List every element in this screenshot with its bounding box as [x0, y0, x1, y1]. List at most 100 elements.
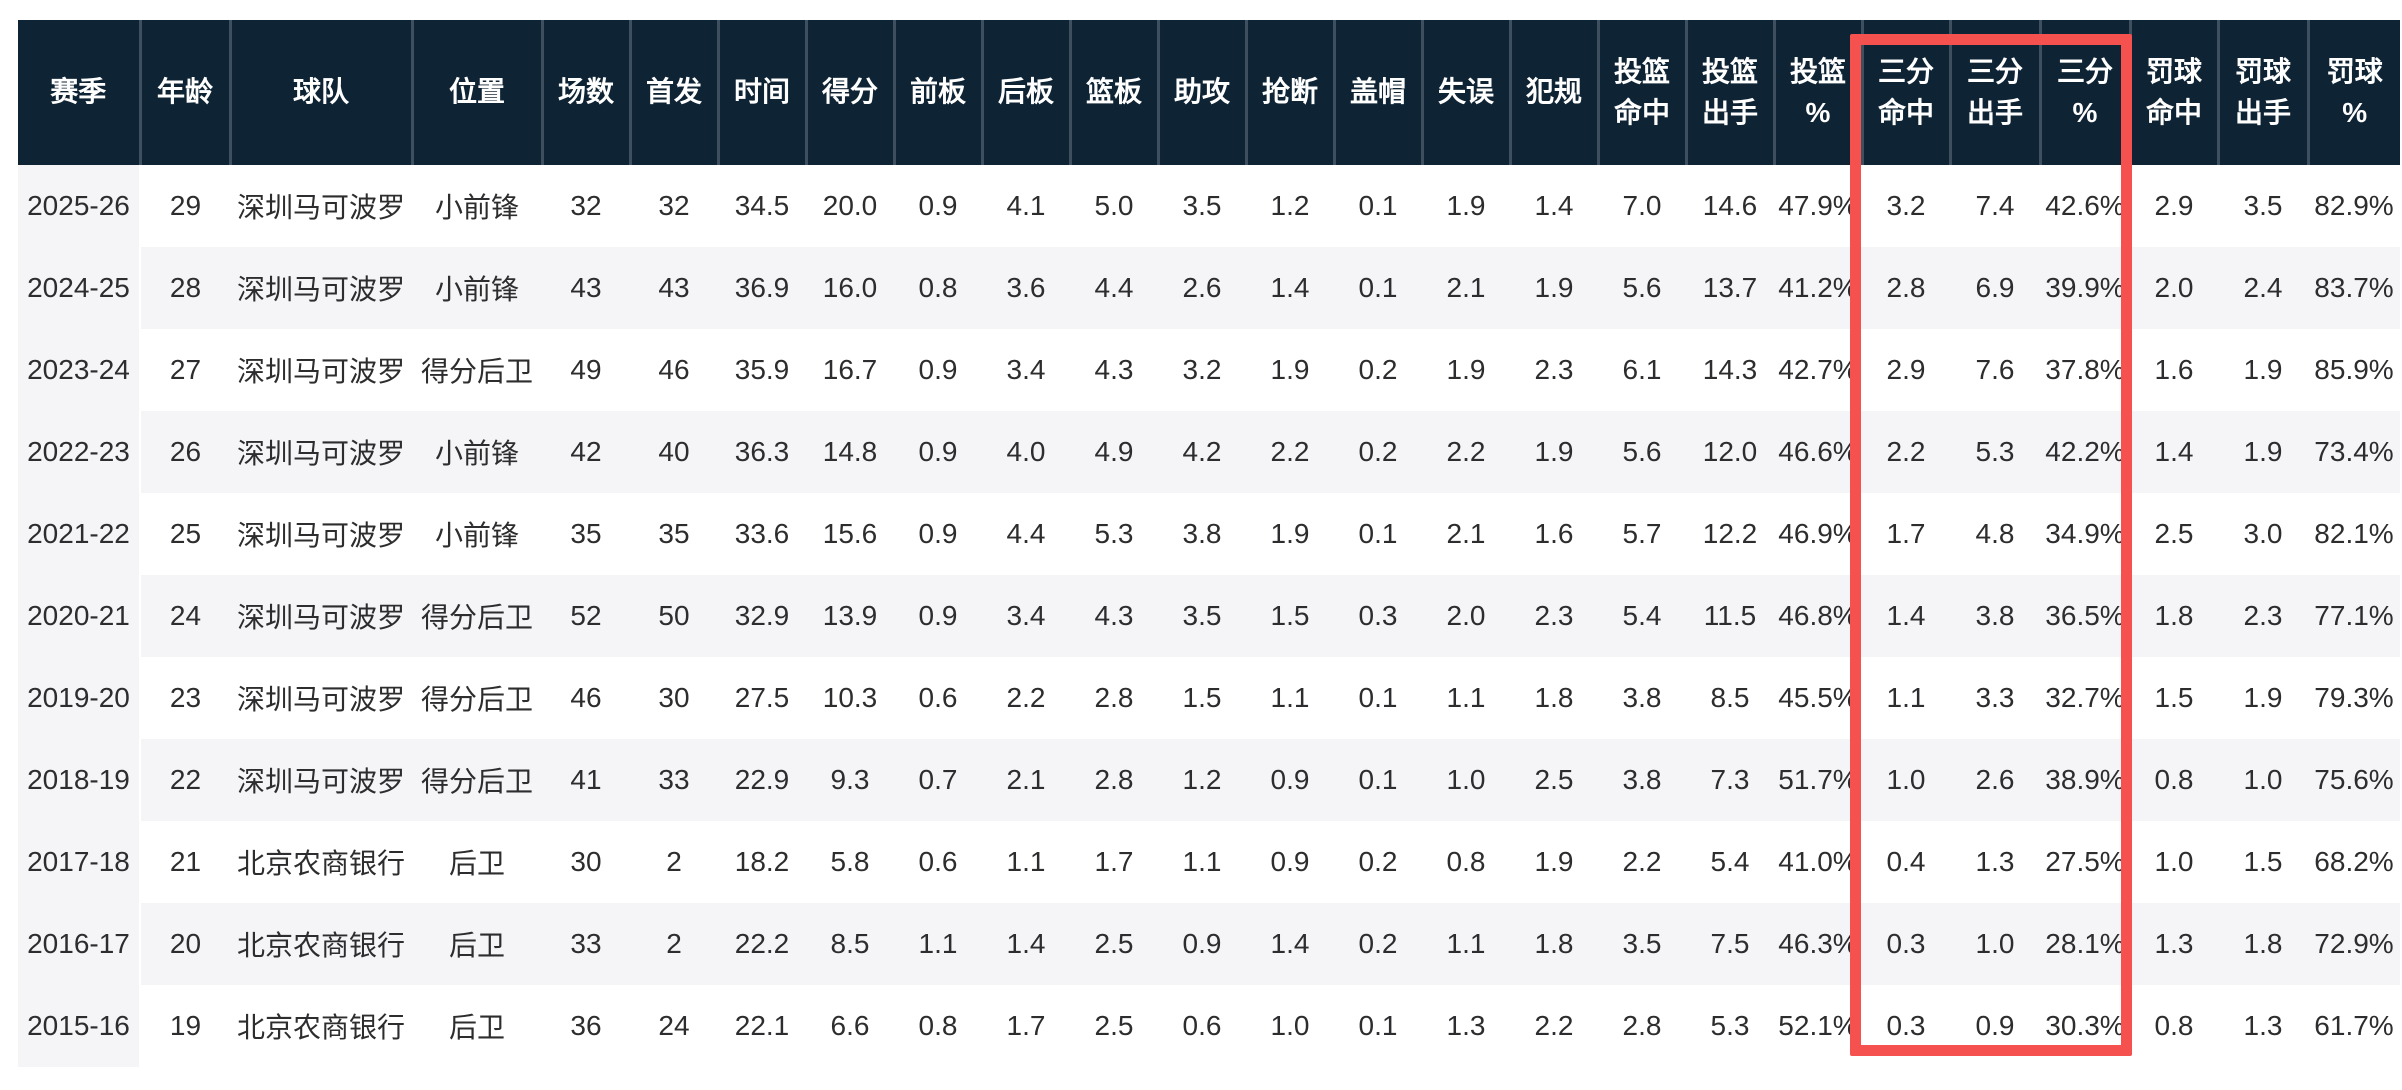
- table-cell: 8.5: [830, 928, 870, 959]
- table-cell: 1.1: [1182, 846, 1222, 877]
- table-cell: 1.8: [2154, 600, 2194, 631]
- table-cell: 16.7: [822, 354, 878, 385]
- table-cell: 4.8: [1975, 518, 2015, 549]
- table-cell: 0.2: [1358, 928, 1398, 959]
- table-cell: 0.8: [2154, 1010, 2194, 1041]
- table-cell: 0.2: [1358, 436, 1398, 467]
- table-cell: 7.3: [1710, 764, 1750, 795]
- table-row: 2022-23 26 深圳马可波罗 小前锋 42 40 36.3 14.8 0.9 4.0 4.9 4…: [18, 411, 2400, 493]
- table-cell: 3.5: [2243, 190, 2283, 221]
- table-cell: 0.9: [918, 436, 958, 467]
- table-cell: 32: [658, 190, 690, 221]
- table-cell: 52: [570, 600, 602, 631]
- table-cell: 42.2%: [2045, 436, 2125, 467]
- table-cell: 后卫: [448, 848, 505, 879]
- table-cell: 1.3: [1446, 1010, 1486, 1041]
- table-cell: 25: [169, 518, 202, 549]
- table-cell: 22.2: [734, 928, 790, 959]
- table-cell: 50: [658, 600, 690, 631]
- table-cell: 61.7%: [2314, 1010, 2394, 1041]
- table-cell: 2: [666, 846, 682, 877]
- table-cell: 36.3: [734, 436, 790, 467]
- table-cell: 1.4: [1006, 928, 1046, 959]
- table-cell: 2.2: [1006, 682, 1046, 713]
- table-cell: 1.9: [1446, 190, 1486, 221]
- table-cell: 1.2: [1182, 764, 1222, 795]
- table-row: 2023-24 27 深圳马可波罗 得分后卫 49 46 35.9 16.7 0.9 3.4 4.3…: [18, 329, 2400, 411]
- table-cell: 1.3: [1975, 846, 2015, 877]
- table-cell: 5.6: [1622, 436, 1662, 467]
- season-cell: 2017-18: [18, 821, 141, 903]
- table-cell: 小前锋: [434, 520, 519, 551]
- table-cell: 43: [570, 272, 602, 303]
- table-cell: 49: [570, 354, 602, 385]
- table-cell: 0.1: [1358, 1010, 1398, 1041]
- table-cell: 14.8: [822, 436, 878, 467]
- table-cell: 27: [169, 354, 202, 385]
- table-cell: 3.2: [1886, 190, 1926, 221]
- table-cell: 27.5%: [2045, 846, 2125, 877]
- table-cell: 2.6: [1182, 272, 1222, 303]
- table-cell: 5.0: [1094, 190, 1134, 221]
- table-cell: 41.2%: [1778, 272, 1858, 303]
- column-header: 年龄: [140, 20, 232, 165]
- table-cell: 21: [169, 846, 202, 877]
- table-cell: 1.8: [1534, 928, 1574, 959]
- table-cell: 4.3: [1094, 354, 1134, 385]
- table-cell: 5.4: [1710, 846, 1750, 877]
- table-cell: 2.8: [1094, 682, 1134, 713]
- table-cell: 2.9: [2154, 190, 2194, 221]
- column-header: 失误: [1422, 20, 1512, 165]
- table-row: 2020-21 24 深圳马可波罗 得分后卫 52 50 32.9 13.9 0.9 3.4 4.3…: [18, 575, 2400, 657]
- table-cell: 7.5: [1710, 928, 1750, 959]
- table-cell: 32.7%: [2045, 682, 2125, 713]
- table-cell: 1.4: [1270, 928, 1310, 959]
- table-cell: 82.9%: [2314, 190, 2394, 221]
- table-cell: 1.1: [1886, 682, 1926, 713]
- table-cell: 2.8: [1622, 1010, 1662, 1041]
- table-cell: 2.8: [1886, 272, 1926, 303]
- table-cell: 0.9: [1270, 764, 1310, 795]
- table-cell: 0.1: [1358, 764, 1398, 795]
- table-cell: 1.3: [2243, 1010, 2283, 1041]
- column-header: 位置: [412, 20, 544, 165]
- column-header: 犯规: [1510, 20, 1600, 165]
- season-stats-table: 赛季 年龄 球队 位置 场数 首发 时间 得分 前板 后板 篮板 助攻 抢断 盖帽 失误 犯规 投篮 命中 投篮 …: [18, 20, 2400, 1067]
- season-cell: 2016-17: [18, 903, 141, 985]
- column-header: 助攻: [1158, 20, 1248, 165]
- table-cell: 42.7%: [1778, 354, 1858, 385]
- table-cell: 1.4: [2154, 436, 2194, 467]
- table-cell: 1.4: [1270, 272, 1310, 303]
- table-cell: 46.9%: [1778, 518, 1858, 549]
- table-cell: 32.9: [734, 600, 790, 631]
- table-cell: 1.6: [2154, 354, 2194, 385]
- season-cell: 2025-26: [18, 165, 141, 247]
- table-cell: 1.9: [1534, 846, 1574, 877]
- table-cell: 小前锋: [434, 438, 519, 469]
- table-cell: 2.4: [2243, 272, 2283, 303]
- table-cell: 3.8: [1975, 600, 2015, 631]
- table-cell: 0.9: [918, 190, 958, 221]
- table-cell: 6.6: [830, 1010, 870, 1041]
- table-cell: 2.1: [1006, 764, 1046, 795]
- table-cell: 0.9: [1182, 928, 1222, 959]
- season-cell: 2018-19: [18, 739, 141, 821]
- season-cell: 2023-24: [18, 329, 141, 411]
- table-cell: 10.3: [822, 682, 878, 713]
- season-cell: 2015-16: [18, 985, 141, 1067]
- table-cell: 0.1: [1358, 518, 1398, 549]
- table-cell: 28.1%: [2045, 928, 2125, 959]
- column-header: 罚球 命中: [2130, 20, 2220, 165]
- table-cell: 深圳马可波罗: [236, 684, 405, 715]
- table-cell: 5.3: [1094, 518, 1134, 549]
- triangle-marker-icon: [42, 24, 74, 42]
- table-cell: 后卫: [448, 1012, 505, 1043]
- table-cell: 得分后卫: [420, 766, 533, 797]
- table-cell: 得分后卫: [420, 602, 533, 633]
- table-cell: 34.5: [734, 190, 790, 221]
- table-cell: 47.9%: [1778, 190, 1858, 221]
- table-row: 2021-22 25 深圳马可波罗 小前锋 35 35 33.6 15.6 0.9 4.4 5.3 3…: [18, 493, 2400, 575]
- column-header: 前板: [894, 20, 984, 165]
- table-cell: 1.8: [2243, 928, 2283, 959]
- table-row: 2017-18 21 北京农商银行 后卫 30 2 18.2 5.8 0.6 1.1 1.7 1.1 0…: [18, 821, 2400, 903]
